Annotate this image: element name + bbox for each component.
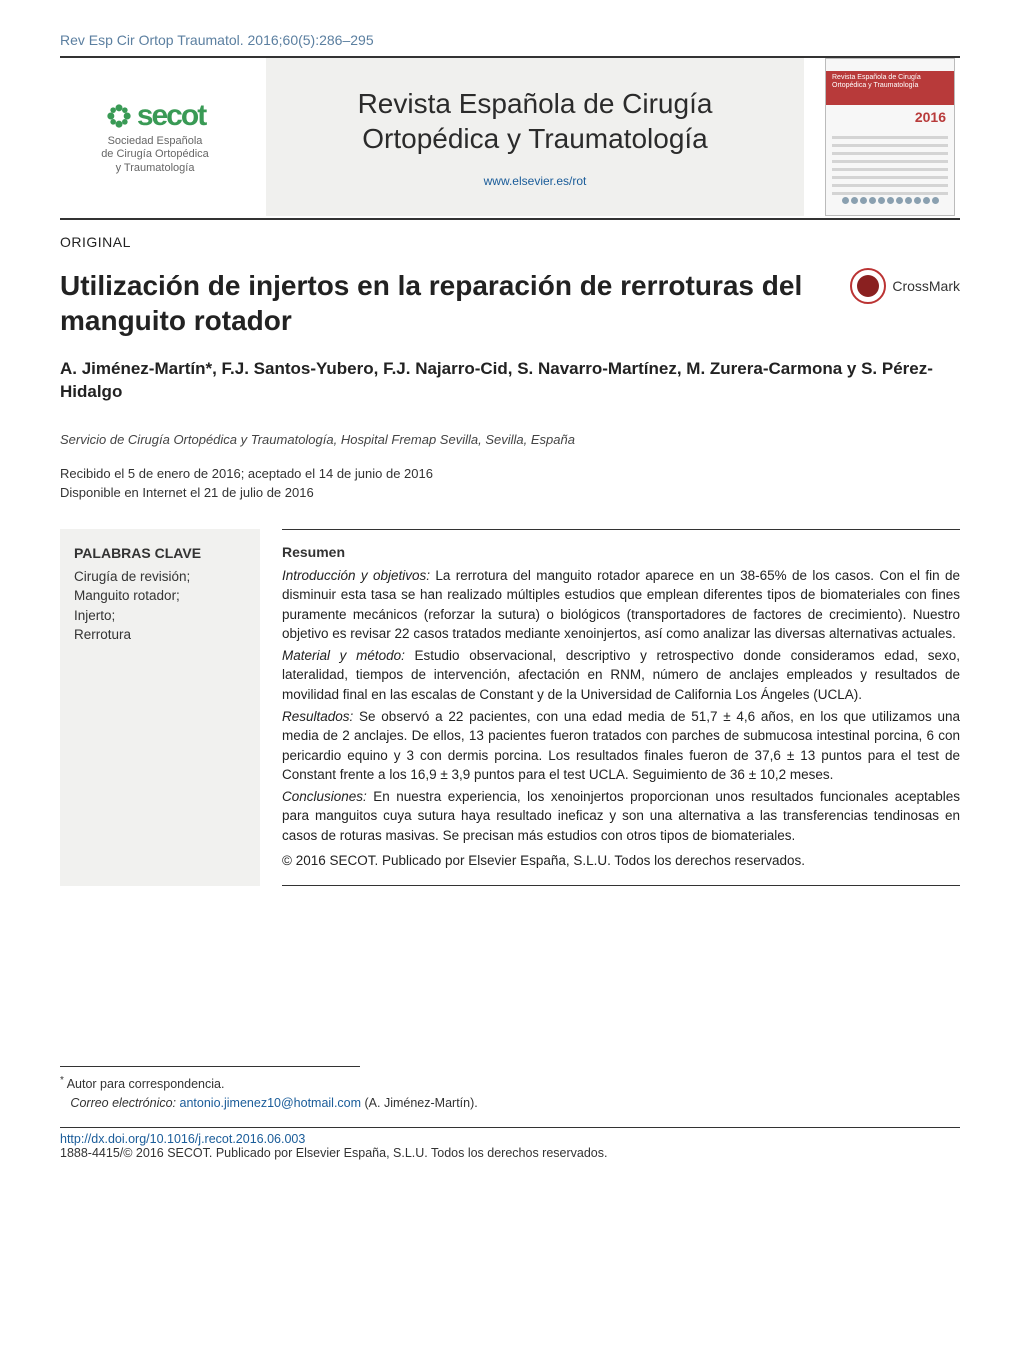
journal-url-link[interactable]: www.elsevier.es/rot <box>484 174 587 188</box>
journal-title-line2: Ortopédica y Traumatología <box>362 123 708 154</box>
crossmark-label: CrossMark <box>892 278 960 294</box>
society-name: Sociedad Española de Cirugía Ortopédica … <box>101 135 209 175</box>
keywords-heading: PALABRAS CLAVE <box>74 545 246 561</box>
keyword-item: Cirugía de revisión; <box>74 567 246 587</box>
logo-row: secot <box>105 99 205 133</box>
cover-year: 2016 <box>915 109 946 125</box>
journal-cover-thumbnail: Revista Española de Cirugía Ortopédica y… <box>820 58 960 216</box>
abstract-bottom-rule <box>282 885 960 886</box>
abstract-row: PALABRAS CLAVE Cirugía de revisión; Mang… <box>60 529 960 886</box>
abstract-results-lead: Resultados: <box>282 709 353 724</box>
email-label: Correo electrónico: <box>70 1096 176 1110</box>
abstract-methods-lead: Material y método: <box>282 648 405 663</box>
journal-title-block: Revista Española de Cirugía Ortopédica y… <box>266 58 804 216</box>
secot-wordmark: secot <box>137 99 205 133</box>
footnote-rule <box>60 1066 360 1067</box>
cover-toc-lines <box>832 131 948 195</box>
society-name-line2: de Cirugía Ortopédica <box>101 148 209 160</box>
authors-list: A. Jiménez-Martín*, F.J. Santos-Yubero, … <box>60 358 960 404</box>
crossmark-icon <box>850 268 886 304</box>
email-link[interactable]: antonio.jimenez10@hotmail.com <box>180 1096 362 1110</box>
abstract-copyright: © 2016 SECOT. Publicado por Elsevier Esp… <box>282 851 960 871</box>
journal-citation: Rev Esp Cir Ortop Traumatol. 2016;60(5):… <box>60 32 960 48</box>
email-line: Correo electrónico: antonio.jimenez10@ho… <box>60 1094 960 1113</box>
header-underline <box>60 218 960 220</box>
abstract-intro-lead: Introducción y objetivos: <box>282 568 430 583</box>
cover-image: Revista Española de Cirugía Ortopédica y… <box>825 58 955 216</box>
abstract-results-text: Se observó a 22 pacientes, con una edad … <box>282 709 960 783</box>
keyword-item: Manguito rotador; <box>74 586 246 606</box>
society-logo-block: secot Sociedad Española de Cirugía Ortop… <box>60 58 250 216</box>
keywords-box: PALABRAS CLAVE Cirugía de revisión; Mang… <box>60 529 260 886</box>
corr-author-label: Autor para correspondencia. <box>67 1077 225 1091</box>
article-header: Utilización de injertos en la reparación… <box>60 268 960 338</box>
abstract-heading: Resumen <box>282 544 960 560</box>
journal-header: secot Sociedad Española de Cirugía Ortop… <box>60 58 960 216</box>
corresponding-author-note: * Autor para correspondencia. <box>60 1073 960 1094</box>
asterisk-icon: * <box>60 1075 64 1086</box>
abstract-concl-text: En nuestra experiencia, los xenoinjertos… <box>282 789 960 843</box>
abstract-body: Introducción y objetivos: La rerrotura d… <box>282 566 960 871</box>
received-accepted: Recibido el 5 de enero de 2016; aceptado… <box>60 466 433 481</box>
doi-rule <box>60 1127 960 1128</box>
available-online: Disponible en Internet el 21 de julio de… <box>60 485 314 500</box>
email-after: (A. Jiménez-Martín). <box>361 1096 478 1110</box>
abstract-concl-lead: Conclusiones: <box>282 789 367 804</box>
cover-band: Revista Española de Cirugía Ortopédica y… <box>826 71 954 105</box>
page-footer: * Autor para correspondencia. Correo ele… <box>60 1066 960 1160</box>
society-name-line1: Sociedad Española <box>108 135 203 147</box>
abstract-column: Resumen Introducción y objetivos: La rer… <box>260 529 960 886</box>
keyword-item: Injerto; <box>74 606 246 626</box>
society-name-line3: y Traumatología <box>116 162 195 174</box>
affiliation: Servicio de Cirugía Ortopédica y Traumat… <box>60 432 960 447</box>
doi-link[interactable]: http://dx.doi.org/10.1016/j.recot.2016.0… <box>60 1132 305 1146</box>
crossmark-badge[interactable]: CrossMark <box>850 268 960 304</box>
cover-footer-icons <box>826 197 954 211</box>
section-label: ORIGINAL <box>60 234 960 250</box>
issn-copyright: 1888-4415/© 2016 SECOT. Publicado por El… <box>60 1146 608 1160</box>
article-dates: Recibido el 5 de enero de 2016; aceptado… <box>60 465 960 503</box>
secot-flower-icon <box>105 102 133 130</box>
abstract-top-rule <box>282 529 960 530</box>
keyword-item: Rerrotura <box>74 625 246 645</box>
article-title: Utilización de injertos en la reparación… <box>60 268 830 338</box>
journal-title-line1: Revista Española de Cirugía <box>358 88 713 119</box>
journal-title: Revista Española de Cirugía Ortopédica y… <box>358 86 713 156</box>
